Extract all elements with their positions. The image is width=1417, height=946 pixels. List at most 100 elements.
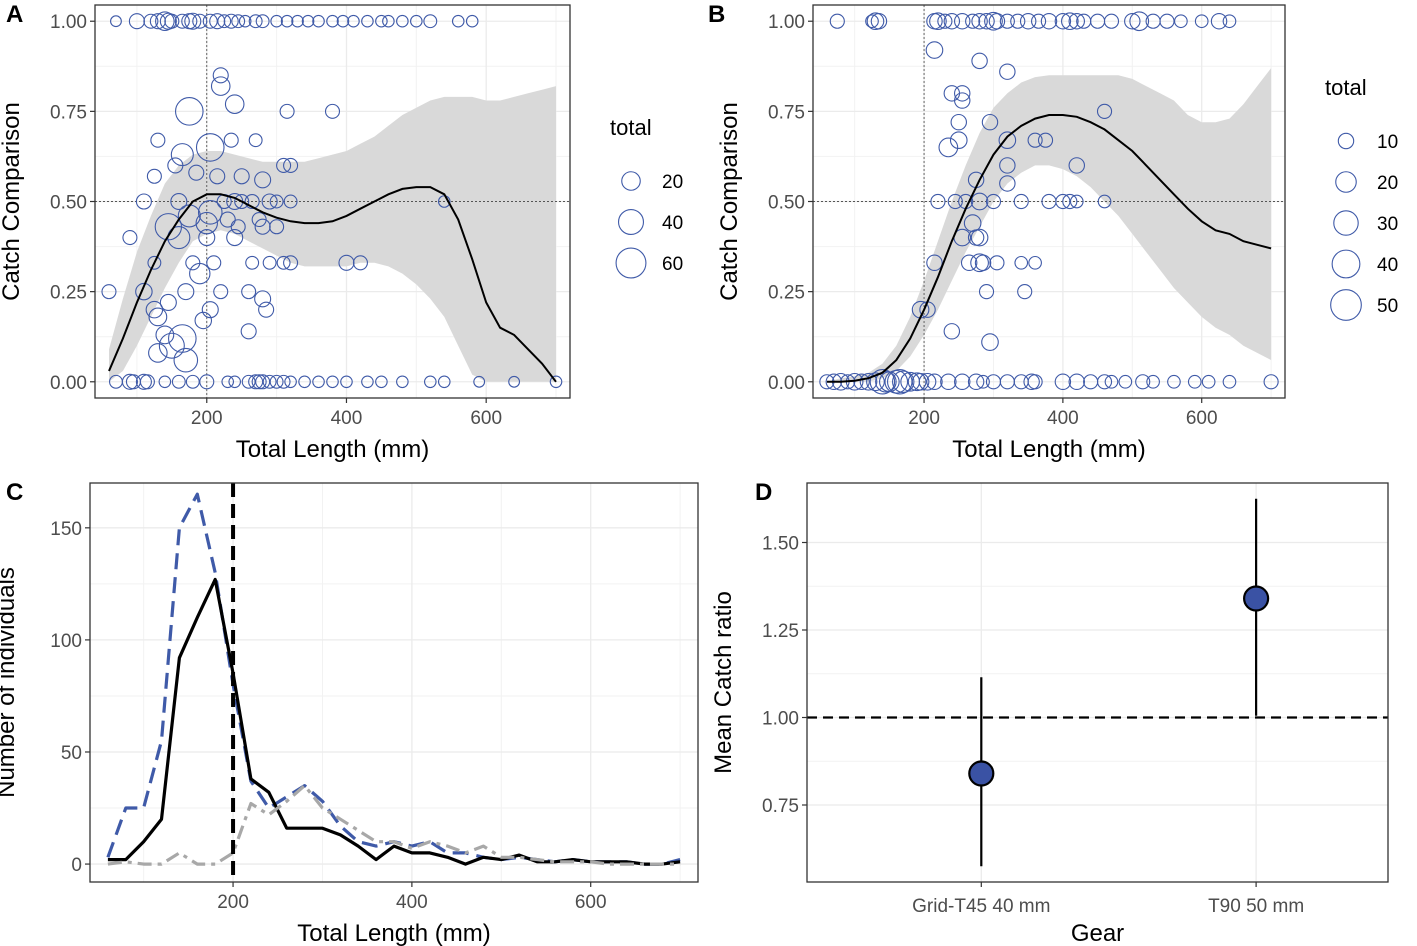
legend-label: 60 <box>662 254 683 275</box>
data-point <box>1135 374 1151 390</box>
data-point <box>1023 373 1040 391</box>
data-point <box>929 12 947 31</box>
data-point <box>981 333 999 351</box>
data-point <box>937 13 953 29</box>
data-point <box>451 14 465 28</box>
data-point <box>185 374 200 389</box>
data-point <box>963 214 982 232</box>
data-point <box>930 193 946 210</box>
data-point <box>283 194 298 209</box>
data-point <box>168 324 197 353</box>
legend-label: 30 <box>1377 214 1398 235</box>
data-point <box>254 171 272 189</box>
y-tick-label: 150 <box>50 519 82 540</box>
data-point <box>1096 103 1113 119</box>
data-point <box>188 164 205 181</box>
y-tick-label: 0.75 <box>762 796 799 817</box>
data-point <box>143 13 159 29</box>
data-point <box>291 14 304 28</box>
x-tick-label: 200 <box>217 892 249 913</box>
legend-label: 40 <box>1377 255 1398 276</box>
data-point <box>925 41 944 59</box>
data-point <box>1068 157 1085 174</box>
data-point <box>473 375 486 388</box>
y-tick-label: 50 <box>61 743 82 764</box>
x-axis-title: Total Length (mm) <box>236 436 429 463</box>
y-tick-label: 1.00 <box>762 709 799 730</box>
y-tick-label: 0.00 <box>768 373 805 394</box>
data-point <box>978 12 995 30</box>
data-point <box>135 282 153 301</box>
data-point <box>230 219 246 235</box>
data-point <box>245 255 260 270</box>
data-point <box>907 372 927 392</box>
data-point <box>209 168 226 185</box>
data-point <box>989 255 1005 271</box>
data-point <box>465 14 479 28</box>
data-point <box>1054 12 1072 30</box>
data-point <box>212 67 229 84</box>
data-point <box>999 13 1015 29</box>
data-point <box>974 254 992 272</box>
data-point <box>148 307 168 327</box>
panel-d: Grid-T45 40 mm T90 50 mm 0.75 1.00 1.25 1.50 G… <box>710 479 1389 946</box>
data-point <box>954 12 971 30</box>
y-tick-label: 0 <box>71 855 82 876</box>
smooth-line <box>108 186 557 383</box>
data-point <box>223 13 239 29</box>
data-point <box>352 255 368 271</box>
data-point <box>999 175 1016 192</box>
data-point <box>177 283 195 301</box>
series-line <box>107 784 681 866</box>
data-point <box>970 228 989 247</box>
data-point <box>1031 13 1047 29</box>
data-point <box>233 168 250 185</box>
data-point <box>158 332 185 359</box>
data-point <box>159 293 177 311</box>
data-point <box>198 229 216 247</box>
data-point <box>171 374 186 389</box>
data-point <box>1069 194 1084 209</box>
data-point <box>194 311 213 330</box>
data-point <box>110 15 122 28</box>
data-point <box>269 374 284 389</box>
data-point <box>1129 11 1150 32</box>
data-point <box>122 230 138 246</box>
data-point <box>244 193 260 210</box>
data-point <box>261 193 278 210</box>
data-point <box>999 157 1016 174</box>
data-point <box>135 373 152 390</box>
data-point <box>189 262 211 285</box>
x-tick-label: 600 <box>575 892 607 913</box>
x-tick-label: 400 <box>396 892 428 913</box>
series-line <box>107 577 681 866</box>
data-point <box>1103 13 1120 29</box>
data-point <box>829 13 845 29</box>
x-tick-label: 600 <box>470 408 502 429</box>
data-point <box>223 132 239 148</box>
data-point <box>251 374 267 390</box>
confidence-ribbon <box>109 86 556 382</box>
data-point <box>202 13 218 29</box>
data-point <box>1014 255 1029 270</box>
mean-point <box>968 760 995 787</box>
data-point <box>148 343 168 363</box>
data-point <box>926 254 943 272</box>
data-point <box>221 375 235 389</box>
data-point <box>262 255 277 270</box>
data-point <box>998 131 1017 150</box>
data-point <box>954 92 971 109</box>
data-point <box>970 192 989 211</box>
data-point <box>201 301 219 319</box>
data-point <box>1118 374 1133 389</box>
data-point <box>279 103 295 119</box>
x-tick-label: T90 50 mm <box>1208 896 1304 917</box>
legend-key <box>1330 289 1362 321</box>
panel-label: D <box>755 479 772 506</box>
data-point <box>859 372 878 391</box>
data-point <box>224 94 245 114</box>
data-point <box>192 13 208 29</box>
data-point <box>853 373 870 391</box>
data-point <box>174 97 204 126</box>
y-tick-label: 0.00 <box>50 373 87 394</box>
